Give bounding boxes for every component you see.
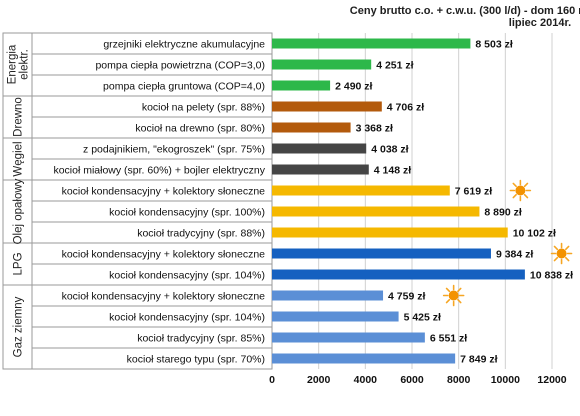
sun-ray xyxy=(445,287,451,293)
category-label: kocioł na pelety (spr. 88%) xyxy=(142,102,265,114)
category-label: grzejniki elektryczne akumulacyjne xyxy=(103,39,265,51)
group-label: Gaz ziemny xyxy=(13,296,25,357)
category-label: pompa ciepła powietrzna (COP=3,0) xyxy=(95,60,265,72)
bar xyxy=(272,185,450,196)
category-label: kocioł miałowy (spr. 60%) + bojler elekt… xyxy=(53,165,265,177)
bar xyxy=(272,290,384,301)
sun-ray xyxy=(553,256,559,262)
category-label: kocioł kondensacyjny + kolektory słonecz… xyxy=(62,249,266,261)
value-label: 4 038 zł xyxy=(371,144,408,156)
x-tick-label: 8000 xyxy=(447,374,471,386)
value-label: 10 838 zł xyxy=(530,270,573,282)
x-tick-label: 12000 xyxy=(537,374,566,386)
sun-ray xyxy=(565,245,570,251)
category-label: kocioł tradycyjny (spr. 85%) xyxy=(137,333,265,345)
group-label: Olej opałowy xyxy=(13,178,25,244)
chart-title-line-2: lipiec 2014r. xyxy=(509,17,571,29)
group-label: LPG xyxy=(13,252,25,275)
sun-icon xyxy=(509,179,532,202)
group-label-line: Drewno xyxy=(13,97,25,137)
category-label: z podajnikiem, "ekogroszek" (spr. 75%) xyxy=(83,144,265,156)
sun-ray xyxy=(553,245,559,251)
category-label: pompa ciepła gruntowa (COP=4,0) xyxy=(103,81,265,93)
sun-core xyxy=(556,248,567,259)
bar xyxy=(272,122,351,133)
value-label: 6 551 zł xyxy=(430,333,467,345)
sun-ray xyxy=(445,298,451,304)
sun-core xyxy=(448,290,459,301)
value-label: 8 890 zł xyxy=(484,207,521,219)
category-label: kocioł kondensacyjny (spr. 104%) xyxy=(109,270,265,282)
bar xyxy=(272,143,367,154)
sun-core xyxy=(515,185,526,196)
sun-ray xyxy=(565,256,570,262)
bar xyxy=(272,59,372,70)
category-label: kocioł kondensacyjny + kolektory słonecz… xyxy=(62,291,266,303)
value-label: 4 251 zł xyxy=(376,60,413,72)
sun-ray xyxy=(523,193,529,199)
bar xyxy=(272,353,456,364)
value-label: 3 368 zł xyxy=(356,123,393,135)
x-axis-ticks: 0 2000 4000 6000 8000 10000 12000 xyxy=(269,374,567,386)
sun-icon xyxy=(550,242,573,265)
bar xyxy=(272,206,480,217)
value-label: 4 759 zł xyxy=(388,291,425,303)
bar xyxy=(272,38,471,49)
bar xyxy=(272,227,508,238)
category-label: kocioł tradycyjny (spr. 88%) xyxy=(137,228,265,240)
sun-ray xyxy=(457,298,462,304)
sun-ray xyxy=(512,193,517,199)
sun-ray xyxy=(523,182,529,188)
x-tick-label: 6000 xyxy=(400,374,424,386)
bar xyxy=(272,248,491,259)
bar xyxy=(272,269,525,280)
value-label: 4 148 zł xyxy=(374,165,411,177)
bar xyxy=(272,80,331,91)
group-label-line: Energia xyxy=(7,44,19,84)
group-label-line: LPG xyxy=(13,252,25,275)
bar xyxy=(272,101,382,112)
group-label: Energiaelektr. xyxy=(7,44,31,84)
x-tick-label: 10000 xyxy=(491,374,520,386)
bar xyxy=(272,332,425,343)
bars-layer xyxy=(272,38,525,364)
value-label: 4 706 zł xyxy=(387,102,424,114)
sun-icon xyxy=(442,284,465,307)
bar xyxy=(272,164,369,175)
x-tick-label: 2000 xyxy=(307,374,331,386)
labels-layer: grzejniki elektryczne akumulacyjne 8 503 … xyxy=(7,39,574,366)
value-label: 9 384 zł xyxy=(496,249,533,261)
category-label: kocioł kondensacyjny (spr. 100%) xyxy=(109,207,265,219)
value-label: 2 490 zł xyxy=(335,81,372,93)
value-label: 7 849 zł xyxy=(460,354,497,366)
chart-title-line-1: Ceny brutto c.o. + c.w.u. (300 l/d) - do… xyxy=(350,5,580,17)
group-label: Drewno xyxy=(13,97,25,137)
value-label: 10 102 zł xyxy=(513,228,556,240)
value-label: 7 619 zł xyxy=(455,186,492,198)
group-label: Węgiel xyxy=(13,141,25,176)
category-label: kocioł starego typu (spr. 70%) xyxy=(127,354,265,366)
value-label: 5 425 zł xyxy=(404,312,441,324)
bar xyxy=(272,311,399,322)
group-label-line: elektr. xyxy=(19,49,31,80)
sun-ray xyxy=(512,182,517,188)
value-label: 8 503 zł xyxy=(475,39,512,51)
group-label-line: Olej opałowy xyxy=(13,178,25,244)
category-label: kocioł kondensacyjny (spr. 104%) xyxy=(109,312,265,324)
category-label: kocioł na drewno (spr. 80%) xyxy=(135,123,265,135)
group-label-line: Węgiel xyxy=(13,141,25,176)
x-tick-label: 4000 xyxy=(354,374,378,386)
sun-ray xyxy=(457,287,462,293)
category-label: kocioł kondensacyjny + kolektory słonecz… xyxy=(62,186,266,198)
group-label-line: Gaz ziemny xyxy=(13,296,25,357)
x-tick-label: 0 xyxy=(269,374,275,386)
